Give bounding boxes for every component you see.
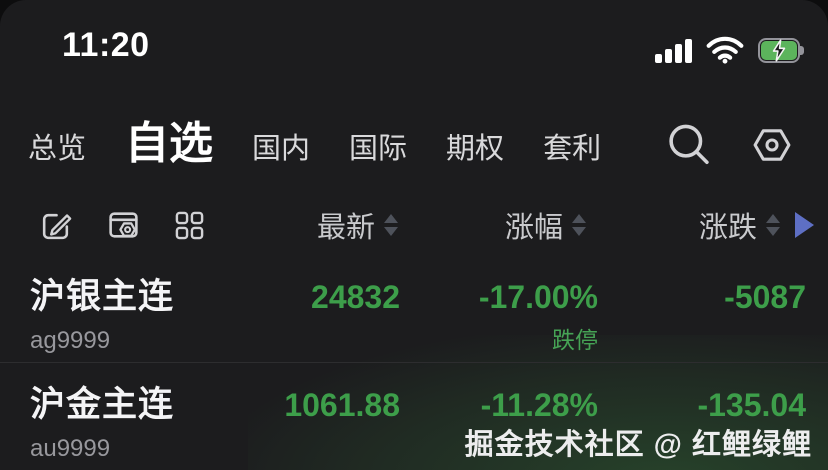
sort-arrows-icon [384, 214, 398, 236]
tab-domestic[interactable]: 国内 [252, 133, 311, 165]
more-columns-arrow-icon[interactable] [795, 212, 814, 238]
change-value: -135.04 [697, 387, 806, 423]
status-icons [655, 36, 806, 64]
cellular-signal-icon [655, 38, 692, 63]
status-time: 11:20 [62, 26, 150, 64]
watchlist-tools [38, 196, 205, 254]
tab-international[interactable]: 国际 [349, 133, 408, 165]
table-row-shfe-silver[interactable]: 沪银主连 ag9999 24832 -17.00% 跌停 -5087 [0, 256, 828, 355]
column-header-change-pct[interactable]: 涨幅 [505, 196, 586, 254]
grid-view-icon[interactable] [174, 210, 205, 241]
column-header-change[interactable]: 涨跌 [699, 196, 780, 254]
last-price: 1061.88 [284, 387, 400, 423]
tab-watchlist[interactable]: 自选 [125, 119, 214, 168]
list-header: 最新 涨幅 涨跌 [0, 196, 828, 254]
contract-name: 沪金主连 [30, 385, 175, 424]
contract-code: au9999 [30, 435, 111, 462]
sort-arrows-icon [572, 214, 586, 236]
tab-arbitrage[interactable]: 套利 [543, 133, 602, 165]
edit-icon[interactable] [38, 208, 73, 243]
watermark-text: 掘金技术社区 @ 红鲤绿鲤 [464, 429, 812, 461]
column-label: 涨幅 [504, 212, 563, 244]
battery-charging-icon [758, 37, 806, 63]
table-row-shfe-gold[interactable]: 沪金主连 au9999 1061.88 -11.28% -135.04 [0, 364, 828, 463]
change-value: -5087 [724, 279, 806, 315]
change-percent: -17.00% [478, 279, 598, 315]
bottom-green-glow [248, 335, 828, 470]
row-divider [0, 362, 828, 363]
tab-bar: 总览 自选 国内 国际 期权 套利 [28, 104, 828, 188]
settings-icon[interactable] [748, 122, 796, 168]
contract-name: 沪银主连 [30, 277, 175, 316]
market-tabs: 总览 自选 国内 国际 期权 套利 [28, 104, 828, 189]
column-header-last[interactable]: 最新 [317, 196, 398, 254]
column-label: 最新 [316, 212, 375, 244]
last-price: 24832 [311, 279, 400, 315]
wifi-icon [706, 36, 744, 64]
tab-options[interactable]: 期权 [446, 133, 505, 165]
board-settings-icon[interactable] [106, 208, 141, 243]
search-icon[interactable] [666, 122, 712, 168]
contract-code: ag9999 [30, 327, 111, 354]
change-percent: -11.28% [480, 387, 598, 423]
column-label: 涨跌 [698, 212, 757, 244]
sort-arrows-icon [766, 214, 780, 236]
limit-down-tag: 跌停 [552, 327, 598, 353]
tab-overview[interactable]: 总览 [28, 133, 87, 165]
